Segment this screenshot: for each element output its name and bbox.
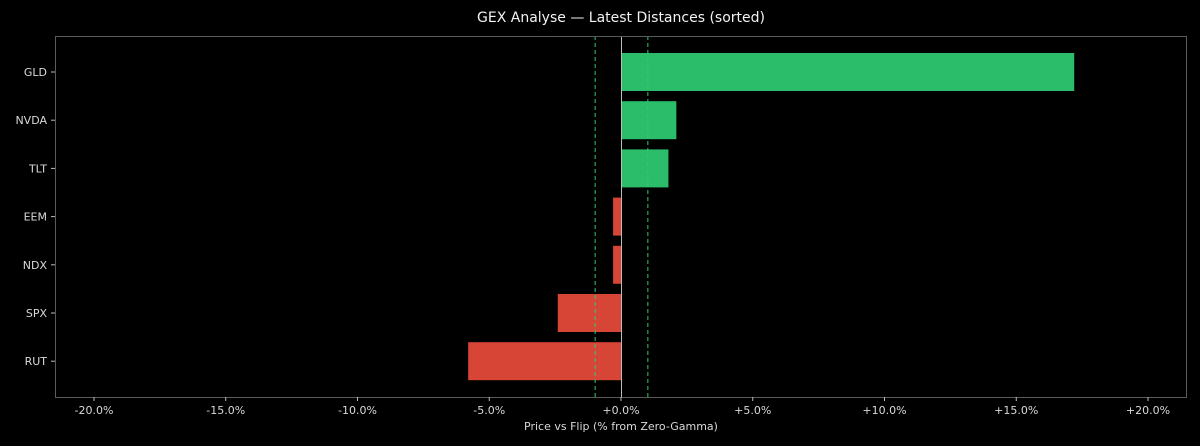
x-tick-label: +0.0% bbox=[602, 404, 639, 417]
x-tick-label: +5.0% bbox=[734, 404, 771, 417]
chart-title: GEX Analyse — Latest Distances (sorted) bbox=[477, 10, 765, 26]
bar-tlt bbox=[621, 149, 669, 188]
bar-ndx bbox=[613, 245, 621, 284]
x-tick-label: +10.0% bbox=[862, 404, 906, 417]
y-tick-label: EEM bbox=[24, 211, 47, 224]
y-tick-label: RUT bbox=[25, 355, 48, 368]
x-tick-label: -20.0% bbox=[75, 404, 114, 417]
x-tick-label: -10.0% bbox=[338, 404, 377, 417]
reference-lines bbox=[594, 36, 649, 397]
y-tick-label: GLD bbox=[24, 66, 47, 79]
bar-spx bbox=[557, 294, 621, 332]
x-tick-label: +20.0% bbox=[1126, 404, 1170, 417]
bars-group bbox=[468, 53, 1075, 381]
x-axis-label: Price vs Flip (% from Zero-Gamma) bbox=[524, 420, 718, 433]
x-axis: -20.0% -15.0% -10.0% -5.0% +0.0% +5.0% +10.0% +… bbox=[75, 397, 1170, 417]
bar-nvda bbox=[621, 101, 677, 140]
y-axis: GLD NVDA TLT EEM NDX SPX RUT bbox=[15, 66, 55, 368]
y-tick-label: NVDA bbox=[15, 114, 47, 127]
bar-gld bbox=[621, 53, 1075, 91]
y-tick-label: SPX bbox=[26, 307, 48, 320]
bar-rut bbox=[468, 342, 621, 381]
x-tick-label: -5.0% bbox=[473, 404, 505, 417]
y-tick-label: NDX bbox=[23, 259, 48, 272]
bar-eem bbox=[613, 197, 621, 236]
x-tick-label: -15.0% bbox=[206, 404, 245, 417]
y-tick-label: TLT bbox=[28, 162, 47, 175]
x-tick-label: +15.0% bbox=[994, 404, 1038, 417]
